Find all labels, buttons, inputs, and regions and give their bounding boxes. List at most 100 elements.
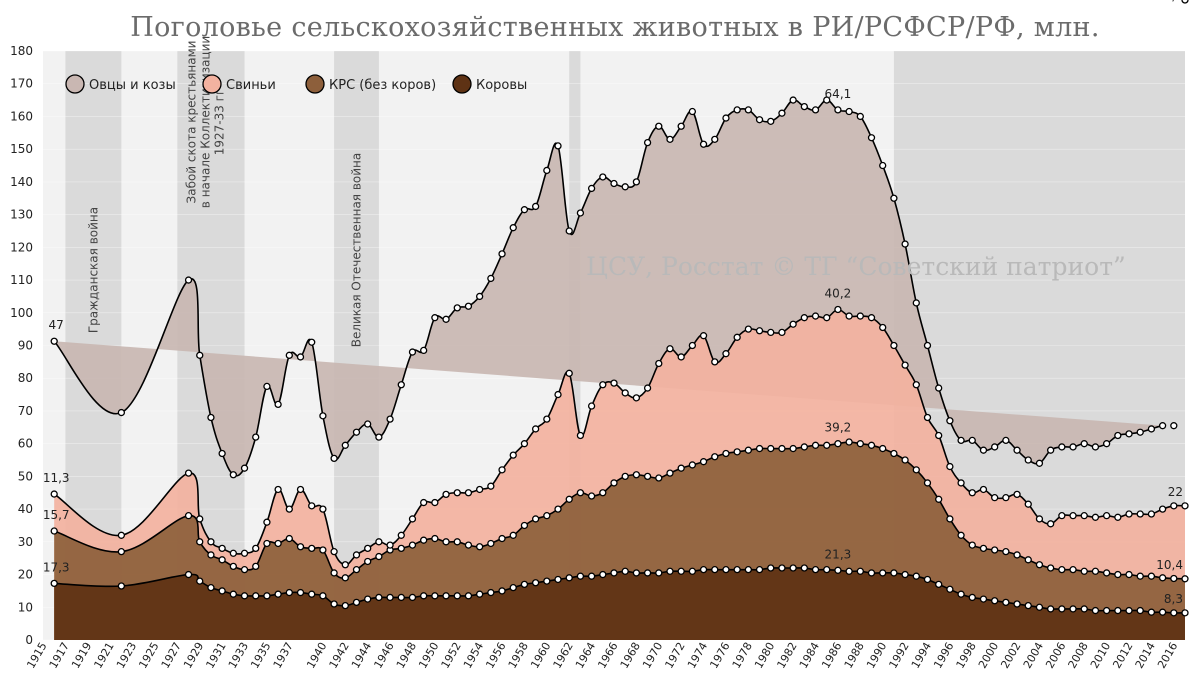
data-point — [1046, 564, 1055, 572]
data-point — [1102, 512, 1111, 520]
data-point — [364, 595, 372, 603]
data-point — [711, 453, 719, 461]
data-point — [252, 544, 260, 553]
y-tick-label: 60 — [18, 437, 33, 451]
data-point — [655, 474, 663, 482]
data-point — [755, 444, 764, 453]
data-point — [1091, 567, 1100, 575]
data-point — [341, 574, 349, 582]
data-point — [352, 598, 361, 607]
data-point — [1091, 606, 1100, 615]
data-point — [845, 567, 853, 575]
value-label: 8,3 — [1164, 592, 1183, 606]
data-point — [733, 565, 741, 574]
data-point — [375, 593, 383, 602]
data-point — [587, 492, 596, 500]
data-point — [733, 106, 741, 114]
data-point — [800, 314, 808, 322]
data-point — [352, 551, 361, 559]
data-point — [1069, 443, 1077, 451]
value-label: 39,2 — [825, 421, 852, 435]
value-label: 11,3 — [43, 471, 70, 485]
data-point — [453, 592, 461, 600]
data-point — [487, 588, 495, 597]
data-point — [699, 332, 708, 340]
data-point — [946, 585, 954, 593]
data-point — [1046, 605, 1055, 613]
data-point — [733, 448, 741, 456]
data-point — [834, 440, 842, 448]
data-point — [666, 469, 674, 477]
data-point — [867, 134, 876, 142]
data-point — [711, 135, 719, 144]
data-point — [587, 572, 596, 580]
data-point — [1181, 609, 1189, 617]
data-point — [285, 588, 293, 597]
data-point — [319, 546, 327, 554]
value-label: 10,4 — [1156, 558, 1183, 572]
legend-label: КРС (без коров) — [329, 78, 436, 93]
data-point — [218, 449, 226, 458]
data-point — [520, 440, 529, 448]
data-point — [1002, 436, 1010, 445]
data-point — [1069, 605, 1077, 613]
data-point — [856, 312, 864, 320]
data-point — [991, 494, 999, 502]
data-point — [1058, 605, 1066, 613]
value-label: 15,7 — [43, 508, 70, 522]
legend-swatch — [305, 74, 325, 94]
data-point — [196, 538, 204, 546]
data-point — [308, 590, 316, 598]
legend-label: Коровы — [476, 78, 527, 93]
data-point — [1147, 608, 1156, 616]
data-point — [610, 569, 618, 577]
data-point — [50, 490, 58, 498]
data-point — [1147, 572, 1156, 580]
data-point — [576, 489, 585, 497]
data-point — [1069, 512, 1077, 520]
data-point — [923, 341, 932, 350]
data-point — [285, 534, 293, 543]
data-point — [968, 489, 976, 497]
data-point — [744, 565, 753, 574]
data-point — [767, 564, 775, 572]
data-point — [979, 446, 988, 454]
data-point — [352, 428, 361, 436]
data-point — [823, 441, 831, 449]
data-point — [117, 531, 126, 539]
y-tick-label: 90 — [18, 339, 33, 353]
data-point — [364, 544, 372, 553]
data-point — [196, 515, 204, 523]
data-point — [296, 543, 305, 551]
data-point — [755, 116, 764, 124]
data-point — [767, 328, 775, 337]
data-point — [408, 348, 417, 356]
data-point — [509, 451, 517, 459]
data-point — [565, 574, 573, 582]
data-point — [834, 106, 842, 114]
data-point — [420, 592, 428, 600]
data-point — [789, 96, 797, 104]
data-point — [117, 582, 126, 590]
data-point — [856, 112, 864, 121]
data-point — [935, 580, 943, 589]
data-point — [935, 431, 943, 440]
area-1 — [54, 567, 1186, 640]
data-point — [375, 538, 383, 546]
data-point — [240, 592, 249, 600]
data-point — [453, 538, 461, 546]
data-point — [890, 194, 898, 202]
data-point — [397, 381, 405, 389]
data-point — [207, 583, 215, 592]
data-point — [520, 521, 529, 530]
data-point — [1080, 512, 1088, 520]
data-point — [610, 479, 618, 487]
data-point — [688, 341, 697, 350]
data-point — [979, 544, 988, 553]
data-point — [341, 601, 349, 610]
data-point — [1125, 606, 1133, 615]
data-point — [890, 449, 898, 458]
data-point — [487, 539, 495, 548]
period-label-line: 1927-33 гг — [212, 89, 226, 156]
data-point — [621, 567, 629, 575]
